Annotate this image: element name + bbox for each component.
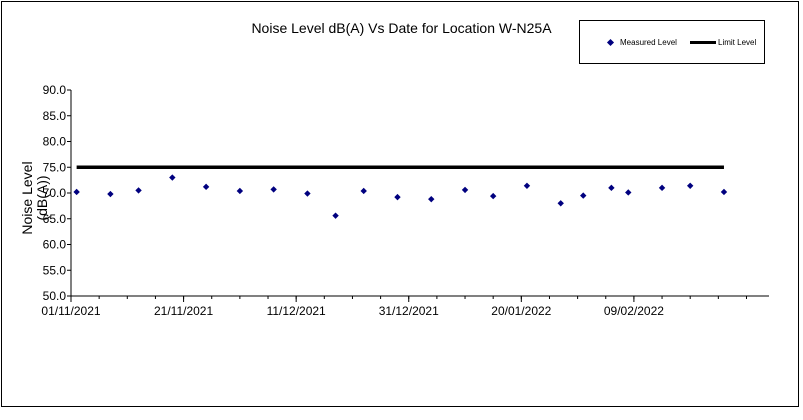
measured-point bbox=[202, 183, 210, 191]
measured-point bbox=[332, 212, 339, 219]
x-tick-label: 11/12/2021 bbox=[267, 304, 326, 318]
legend-label-limit: Limit Level bbox=[718, 38, 757, 47]
measured-point bbox=[720, 188, 728, 196]
measured-point bbox=[608, 184, 615, 192]
legend-label-measured: Measured Level bbox=[620, 38, 677, 47]
legend-item-limit: Limit Level bbox=[690, 38, 756, 47]
chart-title: Noise Level dB(A) Vs Date for Location W… bbox=[251, 20, 552, 36]
x-tick-label: 31/12/2021 bbox=[379, 304, 439, 318]
measured-point bbox=[236, 187, 244, 195]
x-tick-label: 09/02/2022 bbox=[604, 304, 664, 318]
y-tick-label: 70.0 bbox=[43, 186, 67, 200]
x-tick-label: 20/01/2022 bbox=[491, 304, 551, 318]
measured-point bbox=[580, 192, 587, 199]
measured-point bbox=[625, 189, 632, 196]
measured-point bbox=[523, 182, 531, 189]
legend-item-measured: Measured Level bbox=[606, 38, 677, 47]
y-tick-label: 80.0 bbox=[43, 135, 67, 149]
x-tick-label: 21/11/2021 bbox=[154, 304, 213, 318]
measured-point bbox=[461, 186, 469, 194]
measured-point bbox=[73, 188, 80, 196]
x-tick-label: 01/11/2021 bbox=[41, 304, 100, 318]
y-tick-label: 50.0 bbox=[43, 289, 67, 303]
chart-frame bbox=[1, 1, 799, 407]
measured-point bbox=[489, 192, 497, 200]
measured-point bbox=[169, 174, 176, 181]
y-tick-label: 55.0 bbox=[43, 263, 67, 277]
measured-point bbox=[658, 184, 666, 192]
legend-line-marker bbox=[690, 41, 716, 44]
y-tick-label: 60.0 bbox=[43, 238, 67, 252]
measured-point bbox=[360, 187, 367, 195]
measured-point bbox=[304, 190, 311, 197]
measured-point bbox=[557, 200, 564, 207]
measured-point bbox=[394, 193, 401, 201]
measured-point bbox=[107, 190, 114, 198]
measured-point bbox=[270, 186, 277, 193]
y-tick-label: 75.0 bbox=[43, 160, 67, 174]
y-tick-label: 90.0 bbox=[43, 83, 67, 97]
y-tick-label: 85.0 bbox=[43, 109, 67, 123]
measured-point bbox=[428, 195, 435, 203]
measured-point bbox=[686, 182, 694, 189]
measured-point bbox=[135, 187, 142, 194]
y-tick-label: 65.0 bbox=[43, 212, 67, 226]
legend: Measured Level Limit Level bbox=[579, 20, 765, 64]
